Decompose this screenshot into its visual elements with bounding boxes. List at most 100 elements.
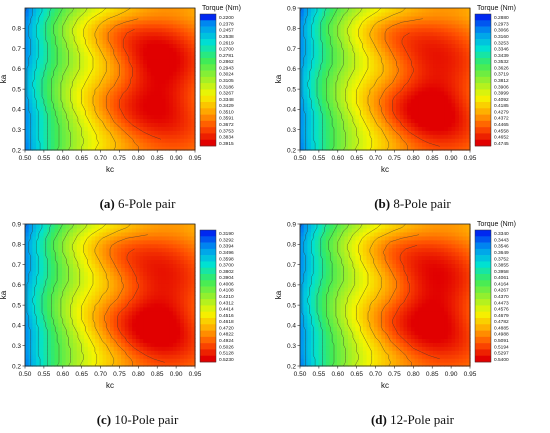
heatmap-cell bbox=[176, 102, 181, 108]
heatmap-cell bbox=[165, 322, 170, 328]
heatmap-cell bbox=[102, 94, 107, 100]
heatmap-cell bbox=[158, 354, 163, 359]
heatmap-cell bbox=[307, 31, 312, 37]
heatmap-cell bbox=[158, 326, 163, 332]
heatmap-cell bbox=[414, 118, 419, 123]
heatmap-cell bbox=[351, 39, 357, 45]
heatmap-cell bbox=[58, 43, 63, 49]
heatmap-cell bbox=[466, 51, 471, 56]
heatmap-cell bbox=[329, 8, 334, 13]
heatmap-cell bbox=[124, 110, 130, 116]
heatmap-cell bbox=[43, 114, 48, 120]
heatmap-cell bbox=[47, 263, 52, 268]
heatmap-cell bbox=[95, 251, 100, 257]
heatmap-cell bbox=[436, 79, 442, 84]
heatmap-cell bbox=[61, 259, 67, 265]
heatmap-cell bbox=[102, 55, 107, 60]
heatmap-cell bbox=[444, 31, 449, 37]
heatmap-cell bbox=[65, 51, 70, 56]
heatmap-cell bbox=[407, 67, 412, 72]
heatmap-cell bbox=[176, 51, 181, 56]
heatmap-cell bbox=[102, 259, 107, 265]
heatmap-cell bbox=[43, 102, 48, 108]
heatmap-cell bbox=[165, 291, 170, 296]
heatmap-cell bbox=[429, 118, 434, 123]
heatmap-cell bbox=[106, 239, 111, 245]
heatmap-cell bbox=[87, 55, 93, 60]
heatmap-cell bbox=[54, 338, 59, 343]
heatmap-cell bbox=[47, 330, 52, 336]
heatmap-cell bbox=[50, 251, 56, 257]
heatmap-cell bbox=[451, 102, 456, 108]
heatmap-cell bbox=[135, 118, 141, 123]
heatmap-cell bbox=[91, 346, 96, 351]
heatmap-cell bbox=[36, 106, 41, 112]
x-tick-label: 0.75 bbox=[388, 155, 401, 162]
heatmap-cell bbox=[362, 106, 368, 112]
heatmap-cell bbox=[95, 354, 100, 359]
heatmap-cell bbox=[161, 35, 167, 41]
heatmap-cell bbox=[124, 346, 130, 351]
heatmap-cell bbox=[447, 130, 453, 135]
heatmap-cell bbox=[161, 90, 167, 96]
heatmap-cell bbox=[377, 71, 382, 76]
heatmap-cell bbox=[340, 90, 345, 96]
heatmap-cell bbox=[150, 334, 155, 339]
heatmap-cell bbox=[359, 71, 364, 76]
heatmap-cell bbox=[84, 35, 89, 41]
heatmap-cell bbox=[91, 59, 96, 64]
heatmap-cell bbox=[32, 142, 37, 147]
heatmap-cell bbox=[429, 146, 434, 151]
heatmap-cell bbox=[355, 35, 360, 41]
heatmap-cell bbox=[32, 322, 37, 328]
heatmap-cell bbox=[54, 330, 59, 336]
heatmap-cell bbox=[39, 263, 45, 268]
heatmap-cell bbox=[124, 330, 130, 336]
heatmap-cell bbox=[300, 8, 305, 13]
legend-level-label: 0.4558 bbox=[494, 128, 509, 134]
heatmap-cell bbox=[429, 59, 434, 64]
heatmap-cell bbox=[329, 23, 334, 29]
heatmap-cell bbox=[91, 110, 96, 116]
heatmap-cell bbox=[76, 86, 82, 92]
heatmap-cell bbox=[91, 271, 96, 276]
heatmap-cell bbox=[102, 247, 107, 253]
heatmap-cell bbox=[451, 71, 456, 76]
heatmap-cell bbox=[187, 63, 192, 68]
heatmap-cell bbox=[370, 94, 375, 100]
legend-swatch bbox=[200, 14, 216, 21]
heatmap-cell bbox=[362, 90, 368, 96]
heatmap-cell bbox=[146, 362, 152, 367]
heatmap-cell bbox=[351, 102, 357, 108]
heatmap-cell bbox=[98, 114, 104, 120]
heatmap-cell bbox=[36, 287, 41, 292]
heatmap-cell bbox=[183, 134, 189, 139]
heatmap-cell bbox=[447, 23, 453, 29]
heatmap-cell bbox=[98, 224, 104, 229]
heatmap-cell bbox=[146, 114, 152, 120]
heatmap-cell bbox=[169, 118, 174, 123]
heatmap-cell bbox=[300, 102, 305, 108]
heatmap-cell bbox=[50, 39, 56, 45]
heatmap-cell bbox=[84, 86, 89, 92]
heatmap-cell bbox=[110, 8, 115, 13]
heatmap-cell bbox=[396, 8, 401, 13]
heatmap-cell bbox=[161, 239, 167, 245]
heatmap-cell bbox=[73, 47, 78, 52]
heatmap-cell bbox=[355, 39, 360, 45]
heatmap-cell bbox=[69, 67, 74, 72]
heatmap-cell bbox=[84, 243, 89, 249]
heatmap-cell bbox=[128, 75, 133, 80]
legend-level-label: 0.2700 bbox=[219, 47, 234, 53]
heatmap-cell bbox=[36, 318, 41, 324]
heatmap-cell bbox=[322, 130, 327, 135]
heatmap-cell bbox=[87, 310, 93, 316]
heatmap-cell bbox=[392, 102, 397, 108]
heatmap-cell bbox=[169, 15, 174, 21]
heatmap-cell bbox=[165, 302, 170, 308]
heatmap-cell bbox=[436, 134, 442, 139]
heatmap-cell bbox=[325, 63, 331, 68]
heatmap-cell bbox=[76, 19, 82, 25]
heatmap-cell bbox=[61, 342, 67, 347]
heatmap-cell bbox=[54, 322, 59, 328]
